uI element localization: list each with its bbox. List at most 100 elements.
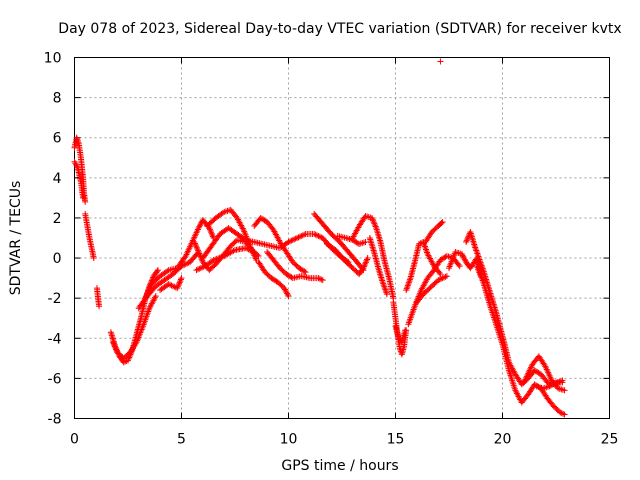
data-point-marker <box>197 220 204 227</box>
y-tick-label: -4 <box>48 331 62 347</box>
series-track-15 <box>255 259 292 300</box>
data-point-marker <box>370 217 377 224</box>
data-point-marker <box>244 245 251 252</box>
data-point-marker <box>289 237 296 244</box>
data-point-marker <box>463 237 470 244</box>
data-point-marker <box>177 277 184 284</box>
data-point-marker <box>246 247 253 254</box>
data-point-marker <box>560 410 567 417</box>
data-point-marker <box>177 276 184 283</box>
data-point-marker <box>383 291 390 298</box>
data-point-marker <box>125 357 131 364</box>
y-tick-label: -6 <box>48 371 62 387</box>
data-point-marker <box>460 253 467 260</box>
data-point-marker <box>90 255 97 262</box>
data-point-marker <box>441 274 448 281</box>
data-point-marker <box>191 240 198 247</box>
data-point-marker <box>209 233 216 240</box>
y-tick-label: -2 <box>48 291 62 307</box>
data-point-marker <box>437 271 444 278</box>
data-point-marker <box>362 259 369 266</box>
series-track-3 <box>82 210 97 262</box>
y-tick-label: -8 <box>48 412 62 428</box>
data-point-marker <box>364 255 371 262</box>
data-point-marker <box>294 235 301 241</box>
x-axis-title: GPS time / hours <box>281 458 398 474</box>
data-point-marker <box>167 281 174 288</box>
data-point-marker <box>369 216 376 223</box>
y-tick-label: 6 <box>53 131 62 147</box>
data-point-marker <box>192 241 199 248</box>
data-point-marker <box>436 269 443 276</box>
data-point-marker <box>461 256 468 263</box>
x-tick-label: 25 <box>601 432 619 448</box>
data-point-marker <box>362 260 369 267</box>
data-point-marker <box>113 346 120 353</box>
data-point-marker <box>169 283 176 290</box>
data-point-marker <box>460 255 467 262</box>
data-point-marker <box>194 246 201 253</box>
y-tick-label: 10 <box>44 51 62 67</box>
series-outlier <box>437 58 444 65</box>
data-point-marker <box>359 266 366 273</box>
data-point-marker <box>557 409 564 416</box>
data-point-marker <box>364 256 371 263</box>
x-tick-label: 0 <box>70 432 79 448</box>
data-point-marker <box>178 275 185 282</box>
data-point-marker <box>314 232 321 239</box>
data-point-marker <box>416 241 423 248</box>
data-point-marker <box>464 234 471 241</box>
data-point-marker <box>164 268 171 275</box>
data-point-marker <box>282 287 289 294</box>
data-point-marker <box>442 273 449 280</box>
data-point-marker <box>193 243 200 250</box>
data-point-marker <box>242 245 249 252</box>
data-point-marker <box>150 274 157 281</box>
series-track-7 <box>135 249 202 312</box>
data-point-marker <box>196 265 203 272</box>
data-point-marker <box>312 231 319 238</box>
data-point-marker <box>191 239 198 246</box>
data-point-marker <box>464 236 471 243</box>
data-point-marker <box>319 277 326 284</box>
data-point-marker <box>361 262 368 269</box>
chart-title: Day 078 of 2023, Sidereal Day-to-day VTE… <box>58 21 621 37</box>
data-point-marker <box>361 263 368 270</box>
y-tick-label: 0 <box>53 251 62 267</box>
data-point-marker <box>111 343 118 350</box>
data-point-marker <box>193 267 200 274</box>
data-point-marker <box>249 248 256 255</box>
data-point-marker <box>443 273 450 280</box>
data-point-marker <box>251 249 258 256</box>
series-track-21 <box>349 212 397 302</box>
series-track-4 <box>93 285 103 310</box>
series-track-13 <box>193 245 258 274</box>
data-point-marker <box>316 233 323 240</box>
data-point-marker <box>558 410 565 417</box>
axis-ticks <box>74 57 610 419</box>
data-point-marker <box>455 261 462 268</box>
data-point-marker <box>311 230 318 237</box>
data-point-marker <box>154 267 161 274</box>
data-point-marker <box>196 223 203 230</box>
data-point-marker <box>196 250 203 257</box>
data-point-marker <box>208 230 215 237</box>
data-point-marker <box>559 379 566 386</box>
data-point-marker <box>459 252 466 259</box>
data-point-marker <box>182 261 189 268</box>
data-point-marker <box>168 282 175 289</box>
data-point-marker <box>438 219 445 226</box>
y-tick-label: 4 <box>53 171 62 187</box>
data-point-marker <box>181 261 188 268</box>
data-point-marker <box>208 229 215 236</box>
data-point-marker <box>209 232 216 239</box>
data-point-marker <box>132 340 139 347</box>
data-point-marker <box>96 303 103 310</box>
data-point-marker <box>174 283 181 290</box>
data-point-marker <box>372 222 379 229</box>
data-point-marker <box>370 219 377 226</box>
data-point-marker <box>363 257 370 264</box>
x-tick-label: 15 <box>387 432 405 448</box>
series-track-9 <box>157 275 185 294</box>
data-point-marker <box>284 291 291 298</box>
